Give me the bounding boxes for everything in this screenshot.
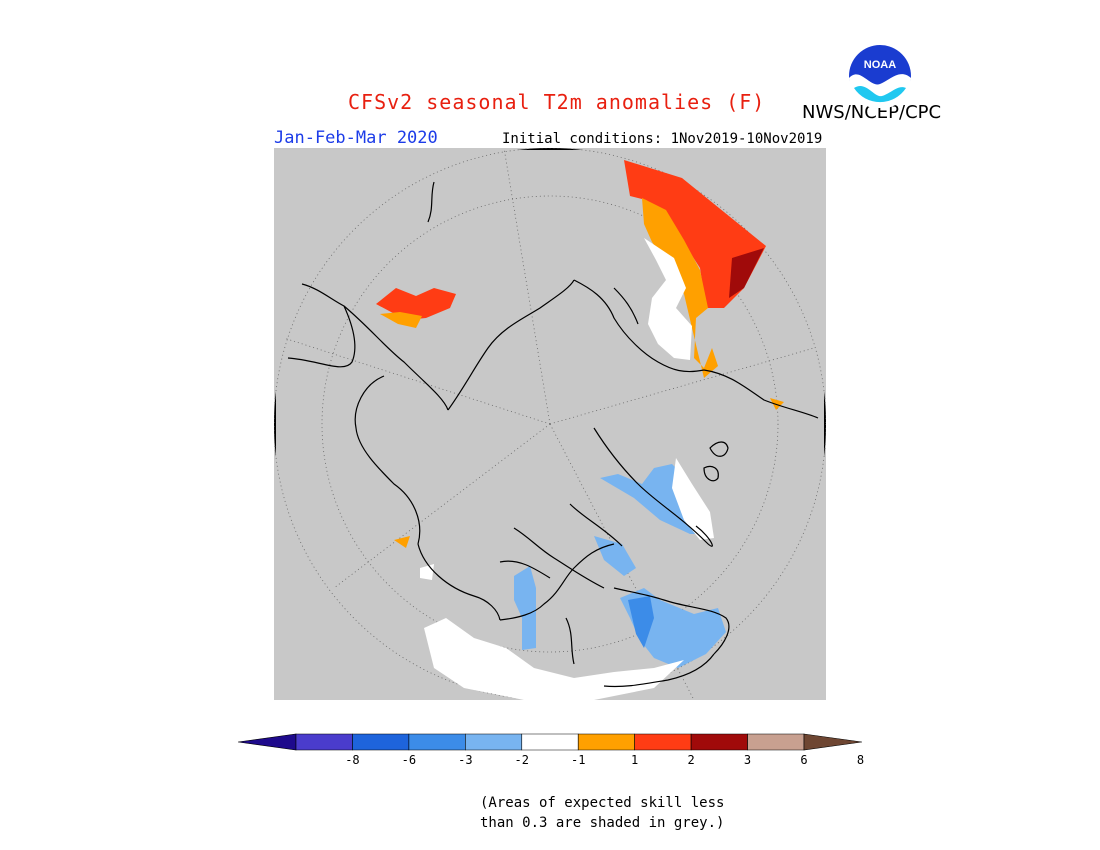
colorbar-tick-label: -8 [345, 753, 360, 767]
season-label: Jan-Feb-Mar 2020 [274, 128, 438, 148]
colorbar-bin [408, 733, 466, 751]
colorbar-bin [352, 733, 410, 751]
neutral-siberia [644, 238, 692, 360]
colorbar-bin [521, 733, 579, 751]
polar-map [274, 148, 826, 700]
skill-note-line-2: than 0.3 are shaded in grey.) [480, 815, 725, 831]
anomaly-shading [376, 160, 784, 700]
initial-conditions-label: Initial conditions: 1Nov2019-10Nov2019 [502, 131, 823, 147]
colorbar-bin [634, 733, 692, 751]
cool-anomaly-canada-east-dark [628, 596, 654, 648]
colorbar-tick-label: -2 [514, 753, 529, 767]
neutral-north-america [424, 618, 684, 700]
outside-hemisphere [274, 148, 826, 700]
warm-anomaly-alaska [394, 536, 410, 548]
colorbar-bin [295, 733, 353, 751]
colorbar-bin [690, 733, 748, 751]
warm-anomaly-pacific-2F [380, 312, 422, 328]
warm-anomaly-pacific-3F [376, 288, 456, 320]
logo-text: NOAA [864, 59, 896, 71]
colorbar-bin [577, 733, 635, 751]
coastlines [287, 181, 819, 688]
colorbar-tick-label: 1 [631, 753, 639, 767]
cool-anomaly-baffin [594, 536, 636, 576]
skill-note-line-1: (Areas of expected skill less [480, 795, 725, 811]
colorbar-bin [465, 733, 523, 751]
noaa-logo: NOAA [849, 45, 911, 108]
colorbar-tick-label: -3 [458, 753, 473, 767]
colorbar [238, 733, 862, 751]
colorbar-tick-label: 6 [800, 753, 808, 767]
colorbar-bin [803, 733, 862, 751]
colorbar-tick-label: 8 [856, 753, 865, 767]
neutral-greenland [672, 458, 714, 540]
colorbar-tick-label: -6 [401, 753, 417, 767]
map-title: CFSv2 seasonal T2m anomalies (F) [348, 90, 766, 114]
warm-anomaly-siberia-6F [729, 248, 764, 298]
colorbar-tick-label: 3 [743, 753, 752, 767]
colorbar-bins [238, 733, 862, 751]
colorbar-tick-label: -1 [570, 753, 586, 767]
warm-anomaly-siberia-3F [624, 160, 766, 308]
colorbar-bin [747, 733, 805, 751]
skill-note: (Areas of expected skill less than 0.3 a… [480, 793, 724, 833]
warm-anomaly-siberia-2F [642, 198, 718, 378]
graticule [274, 148, 826, 700]
agency-label: NWS/NCEP/CPC [802, 102, 942, 123]
colorbar-bin [238, 733, 297, 751]
cool-anomaly-canada-west [514, 566, 536, 650]
colorbar-tick-label: 2 [687, 753, 695, 767]
warm-anomaly-europe [770, 398, 784, 410]
